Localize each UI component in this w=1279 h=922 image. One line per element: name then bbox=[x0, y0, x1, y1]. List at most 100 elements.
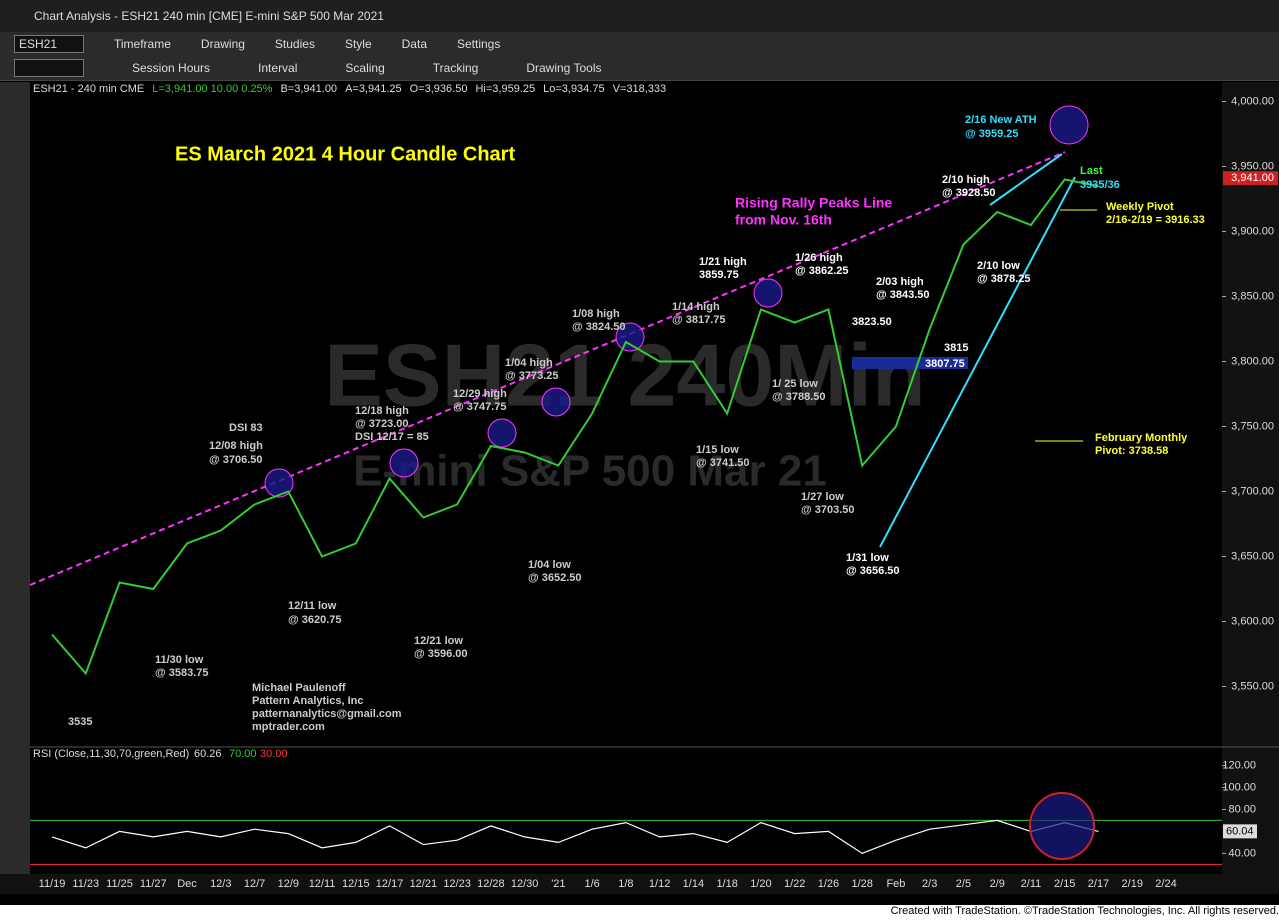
title-bar: Chart Analysis - ESH21 240 min [CME] E-m… bbox=[0, 0, 1279, 33]
annotation: 3823.50 bbox=[852, 316, 892, 328]
footer: Created with TradeStation. ©TradeStation… bbox=[0, 905, 1279, 922]
annotation: 2/16 New ATH bbox=[965, 114, 1037, 126]
annotation: patternanalytics@gmail.com bbox=[252, 708, 402, 720]
rsi-tick-label: 40.00 bbox=[1228, 847, 1256, 859]
date-axis bbox=[0, 874, 1279, 894]
toolbar-button[interactable]: Interval bbox=[258, 61, 298, 75]
chart-title: ES March 2021 4 Hour Candle Chart bbox=[175, 143, 515, 165]
annotation: @ 3862.25 bbox=[795, 265, 849, 277]
x-tick-label: 2/17 bbox=[1088, 878, 1109, 890]
x-tick-label: 12/21 bbox=[410, 878, 438, 890]
annotation: @ 3741.50 bbox=[696, 457, 750, 469]
annotation: 1/31 low bbox=[846, 552, 889, 564]
price-axis bbox=[1222, 82, 1279, 890]
x-tick-label: 11/25 bbox=[106, 878, 133, 890]
annotation: mptrader.com bbox=[252, 721, 325, 733]
x-tick-label: 2/11 bbox=[1021, 878, 1042, 890]
x-tick-label: 1/22 bbox=[784, 878, 805, 890]
annotation: February Monthly bbox=[1095, 432, 1188, 444]
annotation: 2/16-2/19 = 3916.33 bbox=[1106, 214, 1205, 226]
toolbar-button[interactable]: Style bbox=[344, 37, 372, 51]
peaks-line bbox=[29, 151, 1066, 586]
highlight-circle bbox=[615, 322, 645, 352]
x-tick-label: 2/9 bbox=[990, 878, 1005, 890]
toolbar-button[interactable]: Tracking bbox=[432, 61, 479, 75]
annotation: 3807.75 bbox=[925, 358, 965, 370]
x-tick-label: '21 bbox=[551, 878, 565, 890]
x-tick-label: 12/30 bbox=[511, 878, 539, 890]
toolbar-button[interactable]: Data bbox=[401, 37, 427, 51]
annotation: Pattern Analytics, Inc bbox=[252, 695, 363, 707]
toolbar-button[interactable]: Settings bbox=[457, 37, 501, 51]
annotation: 12/11 low bbox=[288, 600, 337, 612]
rsi-last-label: 60.04 bbox=[1226, 825, 1254, 837]
toolbar-button[interactable]: Scaling bbox=[345, 61, 385, 75]
copyright: Created with TradeStation. ©TradeStation… bbox=[890, 905, 1279, 917]
annotation: @ 3583.75 bbox=[155, 667, 209, 679]
toolbar-button[interactable]: Session Hours bbox=[132, 61, 211, 75]
x-tick-label: 2/19 bbox=[1122, 878, 1143, 890]
annotation: @ 3652.50 bbox=[528, 572, 582, 584]
tool-panel bbox=[0, 82, 30, 882]
annotation: 12/29 high bbox=[453, 388, 507, 400]
y-tick-label: 3,750.00 bbox=[1231, 420, 1274, 432]
x-tick-label: Feb bbox=[886, 878, 905, 890]
toolbar-button[interactable]: Timeframe bbox=[114, 37, 171, 51]
blank-box[interactable] bbox=[14, 59, 84, 77]
annotation: @ 3596.00 bbox=[414, 648, 468, 660]
annotation: @ 3928.50 bbox=[942, 187, 996, 199]
x-tick-label: 12/11 bbox=[309, 878, 336, 890]
highlight-circle bbox=[389, 448, 419, 478]
x-tick-label: 1/20 bbox=[750, 878, 771, 890]
annotation: Last bbox=[1080, 165, 1103, 177]
x-tick-label: 11/27 bbox=[140, 878, 167, 890]
annotation: 3859.75 bbox=[699, 269, 739, 281]
symbol-box[interactable]: ESH21 bbox=[14, 35, 84, 53]
rsi-tick-label: 100.00 bbox=[1222, 781, 1256, 793]
x-tick-label: 2/3 bbox=[922, 878, 937, 890]
x-tick-label: 1/18 bbox=[716, 878, 737, 890]
annotation: @ 3706.50 bbox=[209, 454, 263, 466]
price-line bbox=[51, 178, 1099, 676]
x-tick-label: 1/28 bbox=[851, 878, 872, 890]
annotation: @ 3747.75 bbox=[453, 401, 507, 413]
toolbar: ESH21 Timeframe Drawing Studies Style Data Set… bbox=[0, 32, 1279, 57]
y-tick-label: 3,700.00 bbox=[1231, 485, 1274, 497]
x-tick-label: 11/23 bbox=[72, 878, 99, 890]
annotation: @ 3723.00 bbox=[355, 418, 409, 430]
y-tick-label: 3,550.00 bbox=[1231, 680, 1274, 692]
highlight-circle bbox=[264, 468, 294, 498]
annotation: Pivot: 3738.58 bbox=[1095, 445, 1168, 457]
x-tick-label: 2/5 bbox=[956, 878, 971, 890]
annotation: 12/21 low bbox=[414, 635, 463, 647]
rsi-level-label: 70.00 bbox=[229, 748, 257, 760]
x-tick-label: Dec bbox=[177, 878, 197, 890]
x-tick-label: 1/14 bbox=[683, 878, 704, 890]
y-tick-label: 3,850.00 bbox=[1231, 290, 1274, 302]
x-tick-label: 12/3 bbox=[210, 878, 231, 890]
toolbar-button[interactable]: Drawing bbox=[200, 37, 245, 51]
annotation: @ 3959.25 bbox=[965, 128, 1019, 140]
annotation: 3535 bbox=[68, 716, 92, 728]
rsi-tick-label: 80.00 bbox=[1228, 803, 1256, 815]
highlight-circle bbox=[753, 278, 783, 308]
highlight-circle bbox=[1049, 105, 1089, 145]
annotation: @ 3620.75 bbox=[288, 614, 342, 626]
toolbar-button[interactable]: Studies bbox=[274, 37, 315, 51]
y-tick-label: 3,650.00 bbox=[1231, 550, 1274, 562]
y-tick-label: 3,800.00 bbox=[1231, 355, 1274, 367]
highlight-circle bbox=[1029, 792, 1095, 860]
toolbar-button[interactable]: Drawing Tools bbox=[526, 61, 602, 75]
highlight-circle bbox=[487, 418, 517, 448]
info-text: Lo=3,934.75 bbox=[543, 83, 604, 95]
annotation: 2/10 high bbox=[942, 174, 990, 186]
x-tick-label: 1/12 bbox=[649, 878, 670, 890]
annotation: 1/14 high bbox=[672, 301, 720, 313]
watermark: E-mini S&P 500 Mar 21 bbox=[353, 447, 827, 496]
info-text: O=3,936.50 bbox=[410, 83, 468, 95]
rsi-level-label: 30.00 bbox=[260, 748, 288, 760]
annotation: 12/18 high bbox=[355, 405, 409, 417]
annotation: 3935/36 bbox=[1080, 179, 1120, 191]
x-tick-label: 12/7 bbox=[244, 878, 265, 890]
